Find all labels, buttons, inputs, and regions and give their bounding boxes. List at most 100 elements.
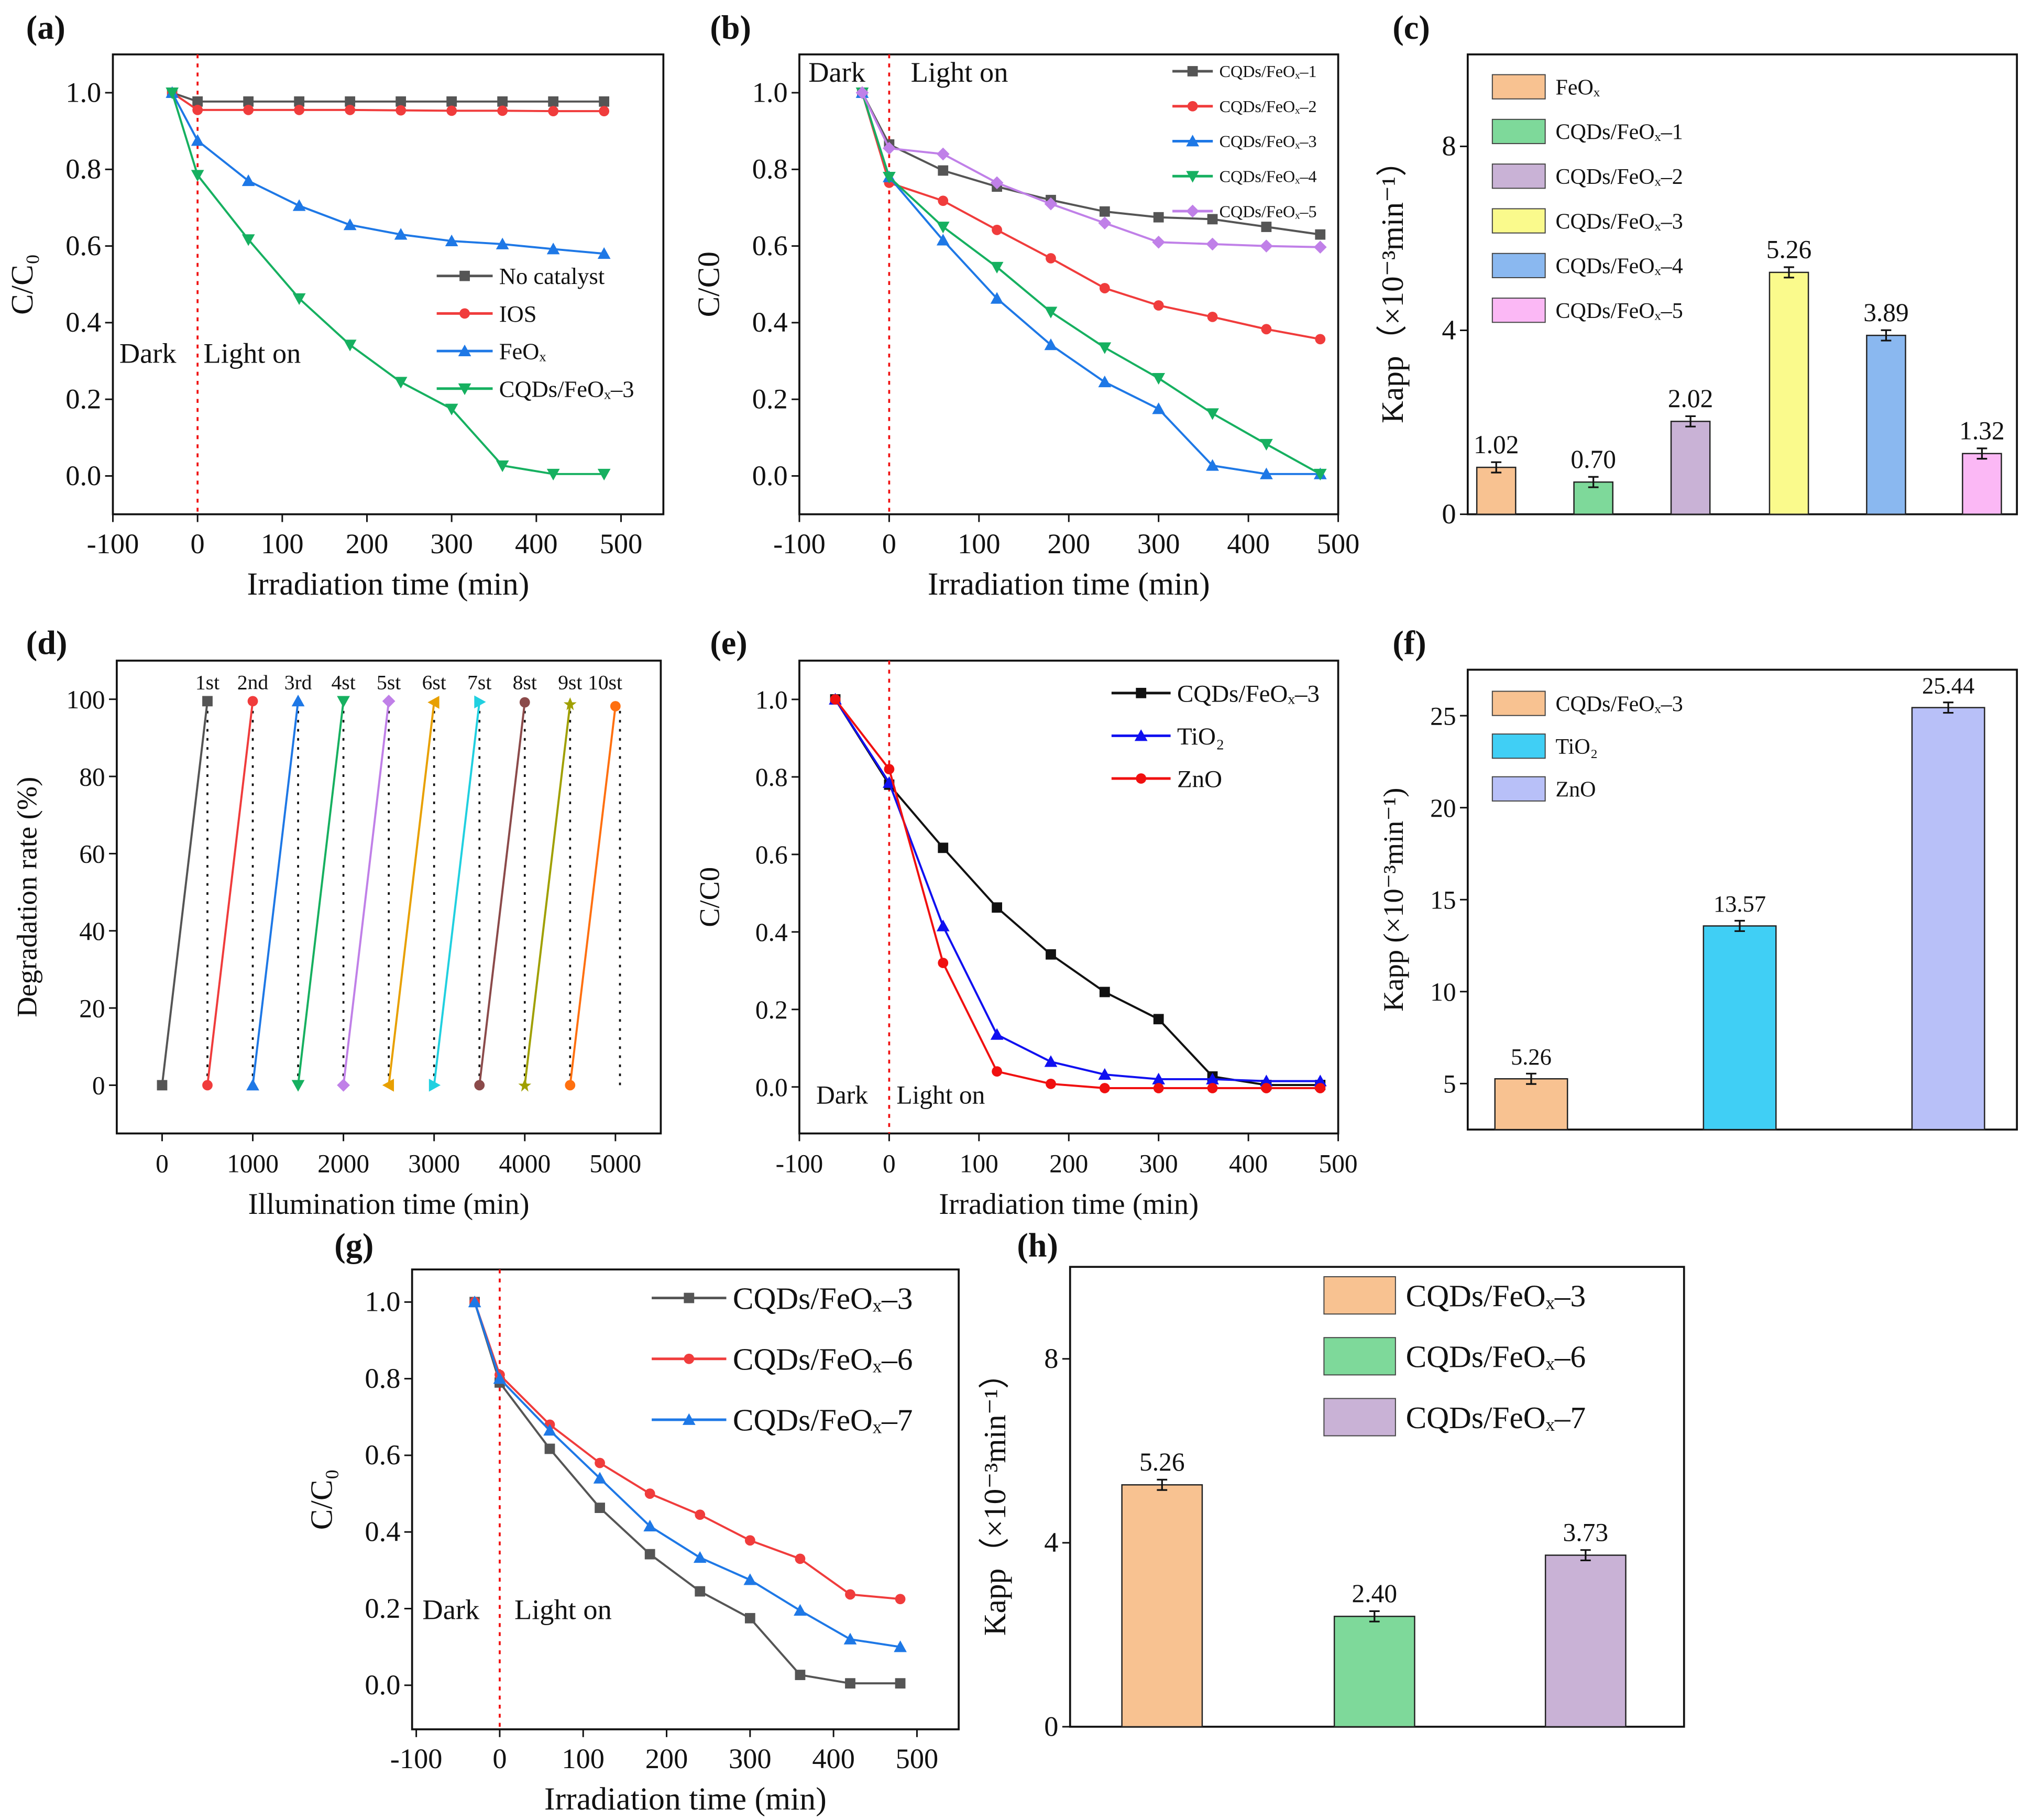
bar (1769, 271, 1809, 515)
data-point (292, 293, 306, 305)
series-8 (474, 697, 530, 1091)
data-point (445, 403, 458, 415)
series-line (388, 702, 435, 1086)
bar-value-label: 25.44 (1922, 672, 1974, 698)
series-line (171, 92, 605, 113)
legend-marker (1186, 204, 1200, 218)
legend-item: ZnO (1111, 765, 1222, 793)
legend-swatch (1491, 298, 1546, 323)
data-point (938, 165, 949, 176)
x-axis-label: Irradiation time (min) (544, 1781, 827, 1817)
data-point (599, 96, 610, 107)
bar (1333, 1616, 1415, 1728)
bar (1121, 1484, 1203, 1728)
x-tick-label: 500 (896, 1743, 939, 1774)
data-point (546, 468, 560, 481)
x-tick-label: 400 (515, 528, 558, 560)
data-point (191, 170, 204, 182)
data-point (1098, 342, 1112, 354)
y-axis-label: Degradation rate (%) (12, 777, 43, 1017)
series-2 (202, 696, 258, 1091)
series-line (523, 704, 572, 1086)
panel-label: (a) (26, 9, 65, 46)
legend-label: CQDs/FeOₓ–3 (733, 1281, 913, 1315)
panel-c: (c) 0 4 8 Kapp（×10⁻³min⁻¹） 1.02 0.70 2.02 5.26 3.… (1375, 9, 2018, 530)
x-tick-label: 100 (958, 528, 1001, 560)
legend-label: CQDs/FeOₓ–4 (1220, 167, 1317, 186)
legend-swatch (1323, 1398, 1396, 1437)
series-line (171, 92, 605, 255)
x-tick-label: 100 (562, 1743, 605, 1774)
bar-value-label: 5.26 (1139, 1448, 1185, 1476)
data-point (246, 1079, 259, 1091)
data-point (938, 958, 949, 968)
y-tick-label: 0 (92, 1071, 105, 1100)
legend-item: CQDs/FeOₓ–3 (1323, 1276, 1586, 1315)
bar-value-label: 0.70 (1570, 445, 1616, 474)
series-line (861, 92, 1321, 475)
series-1 (830, 694, 1326, 1090)
x-tick-label: 100 (960, 1149, 998, 1178)
panel-label: (h) (1017, 1226, 1058, 1264)
y-tick-label: 0.4 (365, 1516, 400, 1548)
data-point (497, 105, 508, 116)
data-point (1260, 438, 1273, 451)
data-point (294, 105, 305, 115)
series-line (861, 92, 1321, 341)
data-point (446, 105, 457, 116)
data-point (446, 96, 457, 107)
data-point (830, 694, 841, 705)
y-tick-label: 0.6 (365, 1439, 400, 1471)
legend-item: CQDs/FeOₓ–3 (436, 376, 634, 402)
legend-swatch (1491, 733, 1546, 759)
data-point (191, 134, 204, 146)
x-tick-label: 200 (645, 1743, 688, 1774)
annotation-dark: Dark (816, 1081, 868, 1110)
data-point (1099, 283, 1110, 293)
data-point (343, 339, 357, 352)
data-point (884, 764, 895, 775)
panel-label: (b) (710, 9, 751, 46)
data-point (936, 919, 950, 931)
series-10 (565, 701, 621, 1091)
annotation-light-on: Light on (514, 1594, 612, 1626)
series-line (569, 706, 617, 1086)
y-tick-label: 0.6 (755, 840, 788, 869)
legend-marker (682, 1413, 696, 1425)
data-point (895, 1594, 906, 1605)
cycle-label: 6st (422, 671, 446, 694)
x-axis-label: Irradiation time (min) (247, 566, 530, 602)
data-point (1261, 222, 1272, 232)
legend-label: CQDs/FeOₓ–6 (1406, 1340, 1586, 1374)
y-tick-label: 15 (1430, 886, 1456, 915)
bar-value-label: 2.02 (1668, 384, 1714, 413)
bar-value-label: 5.26 (1511, 1044, 1552, 1070)
legend-label: CQDs/FeOₓ–1 (1220, 62, 1317, 81)
data-point (518, 1079, 532, 1092)
data-point (563, 697, 577, 710)
legend-label: FeOₓ (499, 338, 546, 365)
legend-swatch (1491, 253, 1546, 278)
y-tick-label: 0.2 (365, 1593, 400, 1624)
legend-item: CQDs/FeOₓ–6 (1323, 1337, 1586, 1376)
data-point (1313, 1075, 1327, 1087)
x-tick-label: 500 (1319, 1149, 1357, 1178)
bar (1911, 707, 1985, 1131)
bar (1962, 453, 2002, 515)
series-7 (429, 695, 486, 1092)
legend-item: TiO₂ (1111, 723, 1224, 750)
legend-label: CQDs/FeOₓ–1 (1555, 120, 1683, 145)
legend-label: CQDs/FeOₓ–6 (733, 1342, 913, 1377)
data-point (938, 842, 949, 853)
y-tick-label: 10 (1430, 978, 1456, 1006)
series-3 (830, 694, 1326, 1093)
panel-g: (g) 0.0 0.2 0.4 0.6 0.8 1.0 C/C₀ -100 0 100 200 300 4… (304, 1226, 960, 1817)
annotation-dark: Dark (808, 57, 866, 88)
bar-value-label: 1.02 (1474, 430, 1519, 459)
y-tick-label: 100 (66, 685, 105, 714)
legend-label: No catalyst (499, 263, 605, 289)
data-point (643, 1519, 657, 1532)
data-point (166, 87, 179, 100)
plot-frame (798, 660, 1339, 1135)
